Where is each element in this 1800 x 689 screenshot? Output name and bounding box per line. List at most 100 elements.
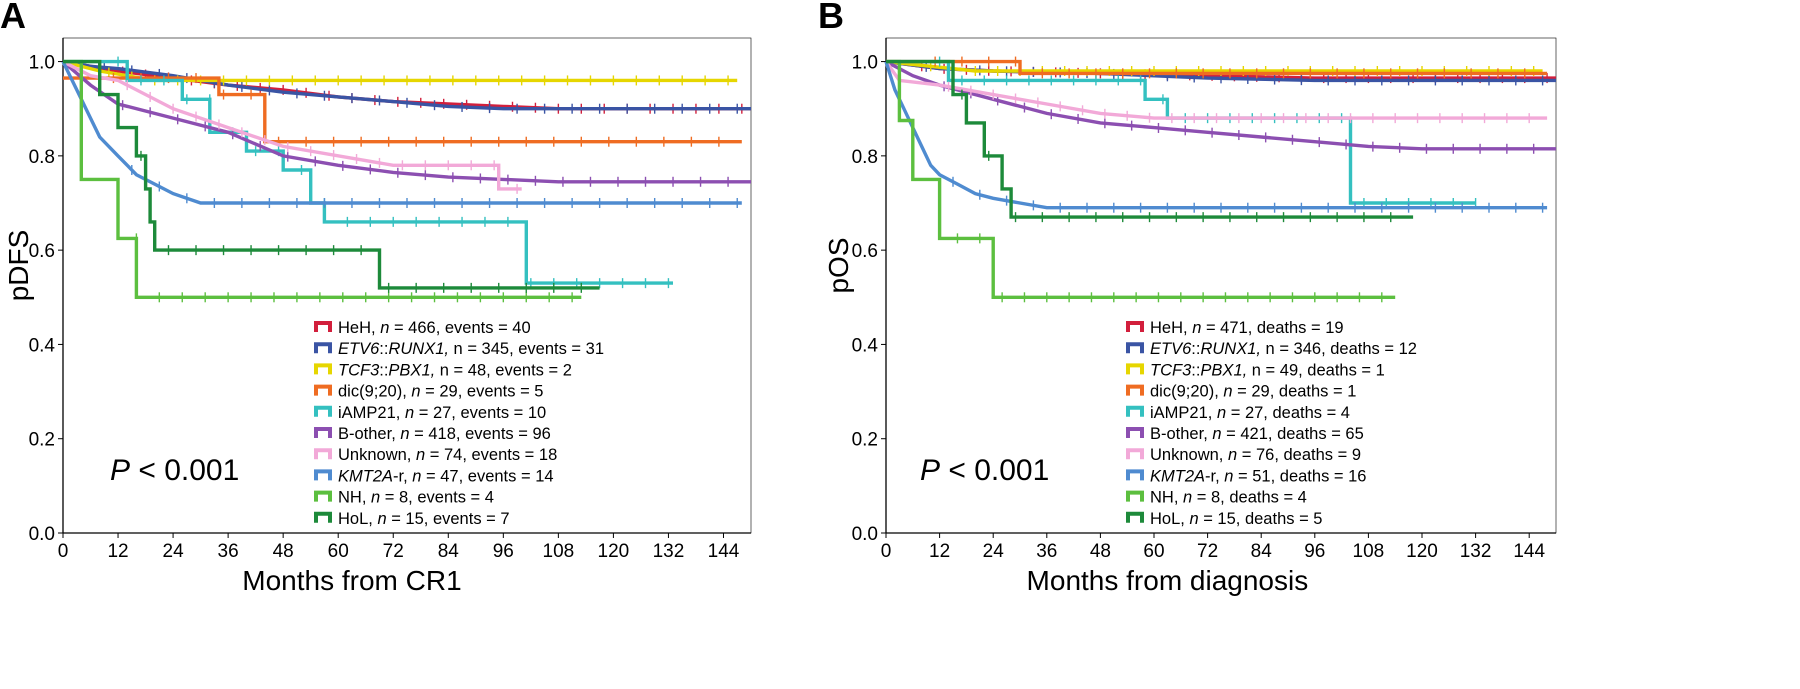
y-tick-label: 1.0 xyxy=(852,53,878,74)
legend-swatch xyxy=(314,427,332,438)
series-line-6 xyxy=(884,60,1548,120)
legend-entry: iAMP21, n = 27, deaths = 4 xyxy=(1150,404,1350,422)
x-tick-label: 120 xyxy=(1406,541,1438,562)
y-tick-label: 0.6 xyxy=(29,241,55,262)
series-line-8 xyxy=(63,59,582,299)
legend-swatch xyxy=(1126,490,1144,502)
x-tick-label: 24 xyxy=(983,541,1005,562)
x-tick-label: 144 xyxy=(708,541,740,562)
legend-swatch xyxy=(1126,511,1144,523)
series-line-8 xyxy=(886,59,1396,299)
legend-swatch xyxy=(1126,469,1144,481)
x-tick-label: 60 xyxy=(1143,541,1164,562)
y-tick-label: 0.2 xyxy=(852,430,878,451)
legend-entry: HoL, n = 15, events = 7 xyxy=(338,510,510,528)
legend-swatch xyxy=(314,511,332,523)
legend-entry: TCF3::PBX1, n = 49, deaths = 1 xyxy=(1150,361,1385,379)
legend-entry: ETV6::RUNX1, n = 346, deaths = 12 xyxy=(1150,340,1417,358)
series-line-6 xyxy=(62,60,522,191)
y-tick-label: 1.0 xyxy=(29,53,55,74)
legend-swatch xyxy=(1126,405,1144,417)
x-tick-label: 96 xyxy=(1304,541,1325,562)
legend-entry: HoL, n = 15, deaths = 5 xyxy=(1150,510,1322,528)
legend-swatch xyxy=(314,405,332,417)
x-tick-label: 12 xyxy=(929,541,950,562)
y-tick-label: 0.0 xyxy=(29,524,55,545)
legend-swatch xyxy=(314,342,332,354)
series-line-9 xyxy=(886,59,1414,219)
legend-entry: ETV6::RUNX1, n = 345, events = 31 xyxy=(338,340,604,358)
y-tick-label: 0.4 xyxy=(852,335,879,356)
legend-entry: B-other, n = 421, deaths = 65 xyxy=(1150,425,1364,443)
x-tick-label: 120 xyxy=(598,541,630,562)
panel-letter: A xyxy=(0,0,26,36)
panel-b: B 0 12 24 36 48 60 72 84 96 108 120 132 144 0.0 0.2 0.4 0… xyxy=(818,0,1557,596)
x-tick-label: 36 xyxy=(1036,541,1057,562)
legend-entry: KMT2A-r, n = 51, deaths = 16 xyxy=(1150,467,1366,485)
series-line-5 xyxy=(61,60,751,184)
legend-entry: Unknown, n = 74, events = 18 xyxy=(338,446,557,464)
legend-swatch xyxy=(314,321,332,332)
legend-entry: B-other, n = 418, events = 96 xyxy=(338,425,551,443)
y-axis-label: pOS xyxy=(823,237,854,293)
series-line-1 xyxy=(62,59,751,111)
legend-entry: KMT2A-r, n = 47, events = 14 xyxy=(338,467,554,485)
legend-swatch xyxy=(314,448,332,460)
y-axis-label: pDFS xyxy=(3,230,34,302)
y-tick-label: 0.4 xyxy=(29,335,56,356)
legend-swatch xyxy=(1126,427,1144,438)
x-tick-label: 48 xyxy=(1090,541,1111,562)
legend-entry: NH, n = 8, events = 4 xyxy=(338,489,494,507)
x-axis-label: Months from diagnosis xyxy=(1027,565,1309,596)
y-tick-label: 0.8 xyxy=(29,147,55,168)
x-tick-label: 0 xyxy=(58,541,69,562)
x-tick-label: 24 xyxy=(163,541,185,562)
x-tick-label: 108 xyxy=(1353,541,1385,562)
legend-swatch xyxy=(1126,342,1144,354)
x-tick-label: 96 xyxy=(493,541,514,562)
x-tick-label: 60 xyxy=(328,541,349,562)
x-tick-label: 72 xyxy=(1197,541,1218,562)
legend-entry: dic(9;20), n = 29, events = 5 xyxy=(338,383,543,401)
y-tick-label: 0.0 xyxy=(852,524,878,545)
x-tick-label: 144 xyxy=(1513,541,1545,562)
legend-entry: Unknown, n = 76, deaths = 9 xyxy=(1150,446,1361,464)
x-tick-label: 36 xyxy=(218,541,239,562)
series-line-7 xyxy=(884,61,1548,210)
y-tick-label: 0.8 xyxy=(852,147,878,168)
x-tick-label: 0 xyxy=(881,541,892,562)
series-line-9 xyxy=(63,59,600,290)
legend-swatch xyxy=(1126,321,1144,332)
x-tick-label: 84 xyxy=(438,541,460,562)
legend-swatch xyxy=(1126,384,1144,396)
p-value-annotation: P < 0.001 xyxy=(920,454,1049,487)
legend-swatch xyxy=(1126,448,1144,460)
x-axis-label: Months from CR1 xyxy=(242,565,461,596)
legend-entry: TCF3::PBX1, n = 48, events = 2 xyxy=(338,361,572,379)
legend-swatch xyxy=(314,469,332,481)
x-tick-label: 12 xyxy=(107,541,128,562)
legend-swatch xyxy=(314,363,332,375)
legend-entry: NH, n = 8, deaths = 4 xyxy=(1150,489,1307,507)
series-line-4 xyxy=(63,59,673,285)
panel-letter: B xyxy=(818,0,844,36)
x-tick-label: 108 xyxy=(543,541,575,562)
legend-entry: iAMP21, n = 27, events = 10 xyxy=(338,404,546,422)
p-value-annotation: P < 0.001 xyxy=(110,454,239,487)
panel-a: A 0 12 24 36 48 60 72 84 96 108 120 132 144 0.0 0.2 0.4 0… xyxy=(0,0,752,596)
series-line-4 xyxy=(886,59,1476,205)
x-tick-label: 132 xyxy=(653,541,685,562)
x-tick-label: 72 xyxy=(383,541,404,562)
legend-entry: dic(9;20), n = 29, deaths = 1 xyxy=(1150,383,1356,401)
x-tick-label: 132 xyxy=(1460,541,1492,562)
legend-swatch xyxy=(1126,363,1144,375)
y-tick-label: 0.6 xyxy=(852,241,878,262)
legend-entry: HeH, n = 466, events = 40 xyxy=(338,319,531,337)
y-tick-label: 0.2 xyxy=(29,430,55,451)
x-tick-label: 84 xyxy=(1251,541,1273,562)
legend-swatch xyxy=(314,490,332,502)
legend-swatch xyxy=(314,384,332,396)
legend-entry: HeH, n = 471, deaths = 19 xyxy=(1150,319,1344,337)
